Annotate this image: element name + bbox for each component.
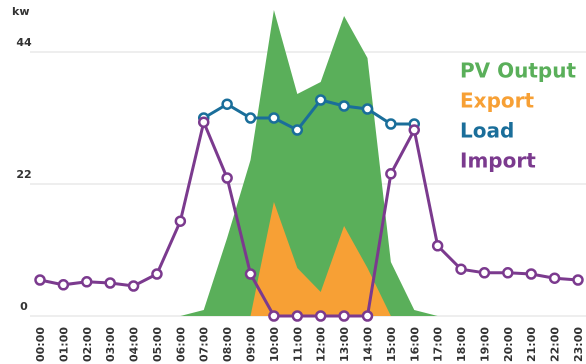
x-tick-label: 21:00 — [525, 327, 538, 362]
x-tick-label: 23:00 — [572, 327, 585, 362]
x-tick-label: 08:00 — [221, 327, 234, 362]
marker — [408, 124, 421, 136]
marker — [151, 268, 163, 280]
x-tick-label: 17:00 — [432, 327, 445, 362]
x-tick-label: 03:00 — [104, 327, 117, 362]
area — [250, 202, 391, 316]
x-tick-label: 14:00 — [361, 327, 374, 362]
marker — [314, 94, 327, 106]
marker — [338, 100, 350, 112]
marker — [197, 116, 210, 128]
marker — [34, 274, 46, 286]
marker — [572, 274, 584, 286]
x-tick-label: 07:00 — [198, 327, 211, 362]
x-tick-label: 11:00 — [291, 327, 304, 362]
y-tick-label: 22 — [16, 168, 31, 181]
x-tick-label: 12:00 — [315, 327, 328, 362]
x-tick-label: 15:00 — [385, 327, 398, 362]
y-axis-label: kw — [12, 5, 29, 18]
marker — [81, 276, 93, 288]
x-tick-label: 02:00 — [81, 327, 94, 362]
marker — [221, 98, 233, 110]
marker — [291, 310, 304, 322]
y-tick-label: 44 — [16, 36, 32, 49]
legend-entry: Load — [460, 119, 514, 143]
marker — [361, 103, 374, 115]
x-tick-label: 13:00 — [338, 327, 351, 362]
x-tick-label: 09:00 — [245, 327, 258, 362]
marker — [502, 267, 514, 279]
y-tick-label: 0 — [20, 300, 28, 313]
marker — [57, 279, 70, 291]
x-tick-label: 22:00 — [549, 327, 562, 362]
x-tick-label: 00:00 — [34, 327, 47, 362]
marker — [314, 310, 327, 322]
x-tick-label: 19:00 — [478, 327, 491, 362]
marker — [431, 240, 444, 252]
marker — [244, 112, 257, 124]
marker — [338, 310, 350, 322]
marker — [268, 112, 280, 124]
marker — [455, 263, 467, 275]
marker — [221, 172, 233, 184]
marker — [548, 272, 561, 284]
x-tick-label: 10:00 — [268, 327, 281, 362]
x-tick-label: 20:00 — [502, 327, 515, 362]
marker — [268, 310, 280, 322]
x-tick-label: 16:00 — [408, 327, 421, 362]
marker — [361, 310, 374, 322]
legend-entry: Export — [460, 89, 534, 113]
marker — [385, 168, 397, 180]
x-tick-label: 06:00 — [174, 327, 187, 362]
marker — [104, 277, 116, 289]
x-tick-label: 18:00 — [455, 327, 468, 362]
marker — [478, 267, 491, 279]
marker — [127, 280, 140, 292]
legend-entry: Import — [460, 149, 536, 173]
x-tick-label: 01:00 — [57, 327, 70, 362]
marker — [385, 118, 397, 130]
marker — [244, 268, 257, 280]
marker — [291, 124, 304, 136]
x-tick-label: 04:00 — [128, 327, 141, 362]
marker — [174, 215, 187, 227]
marker — [525, 268, 537, 280]
area — [40, 10, 578, 316]
legend-entry: PV Output — [460, 59, 576, 83]
x-tick-label: 05:00 — [151, 327, 164, 362]
line — [202, 98, 415, 132]
